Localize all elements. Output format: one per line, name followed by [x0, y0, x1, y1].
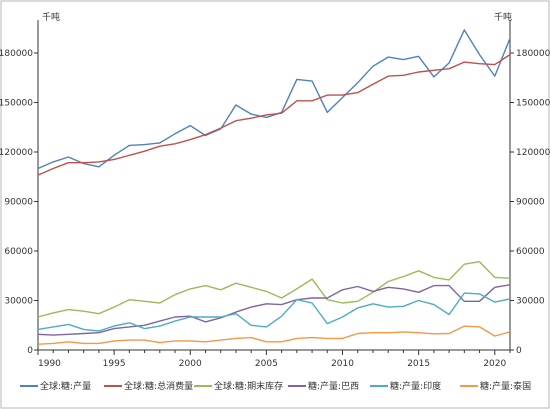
y-tick-label-left: 60000	[4, 247, 33, 257]
axes: 千吨 千吨	[37, 11, 512, 351]
series-lines	[37, 29, 511, 345]
legend-label: 全球:糖:产量	[40, 380, 91, 392]
y-tick-label-right: 90000	[516, 198, 545, 208]
legend-label: 全球:糖:总消费量	[124, 380, 193, 392]
series-line-3	[37, 261, 511, 318]
y-tick-label-right: 60000	[516, 247, 545, 257]
y-tick-label-left: 150000	[0, 99, 33, 109]
x-tick-label: 2005	[255, 359, 278, 369]
y-tick-label-left: 120000	[0, 148, 33, 158]
x-tick-label: 2010	[331, 359, 354, 369]
right-unit-label: 千吨	[494, 11, 512, 23]
series-line-2	[37, 54, 511, 176]
y-tick-label-right: 150000	[516, 99, 550, 109]
left-unit-label: 千吨	[42, 11, 60, 23]
y-tick-label-right: 30000	[516, 297, 545, 307]
legend-label: 糖:产量:巴西	[308, 380, 359, 392]
y-tick-label-right: 120000	[516, 148, 550, 158]
legend-label: 糖:产量:泰国	[480, 380, 531, 392]
x-tick-label: 2020	[483, 359, 506, 369]
legend-label: 全球:糖:期末库存	[214, 380, 283, 392]
y-tick-label-left: 90000	[4, 198, 33, 208]
series-line-1	[37, 29, 511, 170]
y-tick-label-left: 180000	[0, 49, 33, 59]
x-tick-label: 1990	[38, 359, 61, 369]
legend-label: 糖:产量:印度	[390, 380, 441, 392]
y-tick-label-left: 0	[27, 346, 33, 356]
ticks: 0 0 30000 30000 60000 60000 90000 90000 120000 12…	[0, 49, 550, 369]
series-line-5	[37, 292, 511, 332]
legend: 全球:糖:产量 全球:糖:总消费量 全球:糖:期末库存 糖:产量:巴西 糖:产量:印度 糖…	[20, 380, 531, 392]
series-line-4	[37, 284, 511, 336]
y-tick-label-left: 30000	[4, 297, 33, 307]
x-tick-label: 2015	[407, 359, 430, 369]
series-line-6	[37, 325, 511, 345]
x-tick-label: 1995	[103, 359, 126, 369]
y-tick-label-right: 180000	[516, 49, 550, 59]
x-tick-label: 2000	[179, 359, 202, 369]
y-tick-label-right: 0	[516, 346, 522, 356]
